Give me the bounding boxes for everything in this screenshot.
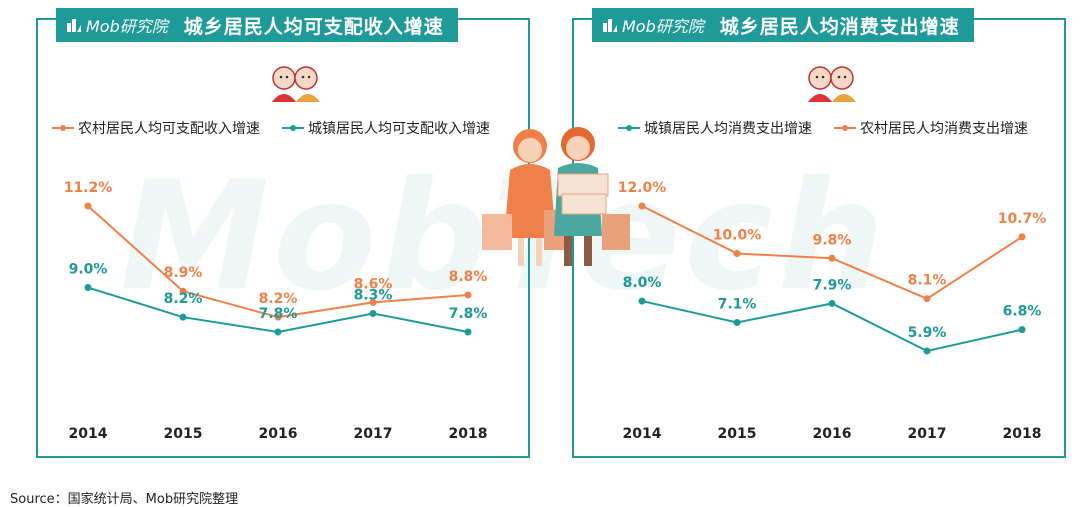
data-label: 8.3% [354,287,393,303]
data-point [179,287,187,295]
data-point [733,250,741,258]
panel-header: Mob研究院 城乡居民人均可支配收入增速 [56,8,458,42]
legend-label: 农村居民人均消费支出增速 [860,121,1028,137]
mob-logo-icon [67,19,81,32]
data-label: 8.1% [908,273,947,289]
data-point [1018,326,1026,334]
data-label: 10.7% [998,211,1047,227]
x-tick-label: 2014 [623,426,662,442]
source-note: Source：国家统计局、Mob研究院整理 [10,492,239,507]
data-label: 12.0% [618,180,667,196]
brand-text: Mob研究院 [86,17,168,36]
data-point [369,309,377,317]
legend-label: 农村居民人均可支配收入增速 [78,121,260,137]
data-point [84,284,92,292]
chart-title: 城乡居民人均消费支出增速 [719,15,960,38]
data-point [923,347,931,355]
legend-swatch [834,125,856,131]
x-tick-label: 2016 [813,426,852,442]
data-label: 8.6% [354,276,393,292]
data-label: 8.2% [259,291,298,307]
panel-header: Mob研究院 城乡居民人均消费支出增速 [592,8,974,42]
chart-title: 城乡居民人均可支配收入增速 [183,15,444,38]
x-tick-label: 2017 [908,426,947,442]
data-label: 5.9% [908,325,947,341]
x-tick-label: 2018 [1003,426,1042,442]
x-tick-label: 2015 [718,426,757,442]
series-line [641,300,1023,353]
couple-mascot-icon [808,66,856,102]
legend-item: 城镇居民人均消费支出增速 [618,118,812,138]
legend-swatch [282,125,304,131]
data-point [464,328,472,336]
data-point [923,295,931,303]
x-tick-label: 2018 [449,426,488,442]
legend-swatch [618,125,640,131]
income-line-chart: 11.2%8.9%8.2%8.6% 8.8%9.0%8.2%7.8%8.3%7.8… [64,180,488,442]
x-tick-label: 2015 [164,426,203,442]
consumption-growth-panel: Mob研究院 城乡居民人均消费支出增速 城镇居民人均消费支出增速 农村居民人均消… [572,8,1066,458]
data-label: 8.0% [623,275,662,291]
brand-text: Mob研究院 [622,17,704,36]
x-tick-label: 2014 [69,426,108,442]
shopping-couple-illustration [482,127,630,266]
data-point [464,291,472,299]
data-label: 9.8% [813,232,852,248]
data-point [274,313,282,321]
brand-logo: Mob研究院 [66,13,168,37]
data-point [274,328,282,336]
data-label: 7.8% [449,306,488,322]
data-label: 8.9% [164,265,203,281]
legend-label: 城镇居民人均消费支出增速 [644,121,812,137]
data-point [638,297,646,305]
x-tick-label: 2017 [354,426,393,442]
legend: 农村居民人均可支配收入增速 城镇居民人均可支配收入增速 [52,118,512,138]
data-point [369,298,377,306]
mob-logo-icon [603,19,617,32]
data-point [638,202,646,210]
data-label: 11.2% [64,180,113,196]
legend-item: 农村居民人均消费支出增速 [834,118,1028,138]
data-point [733,318,741,326]
data-point [1018,233,1026,241]
data-label: 7.9% [813,277,852,293]
data-label: 7.1% [718,296,757,312]
income-growth-panel: Mob研究院 城乡居民人均可支配收入增速 农村居民人均可支配收入增速 城镇居民人… [36,8,530,458]
data-label: 8.8% [449,269,488,285]
x-tick-label: 2016 [259,426,298,442]
consumption-line-chart: 8.0% 7.1% 7.9% 5.9% 6.8% 12.0% 10.0% 9.8% 8.1% 10… [618,180,1047,442]
data-point [828,299,836,307]
data-label: 7.8% [259,306,298,322]
data-label: 6.8% [1003,304,1042,320]
data-label: 10.0% [713,228,762,244]
legend-item: 农村居民人均可支配收入增速 [52,118,260,138]
legend-label: 城镇居民人均可支配收入增速 [308,121,490,137]
data-label: 9.0% [69,262,108,278]
brand-logo: Mob研究院 [602,13,704,37]
data-point [179,313,187,321]
legend-item: 城镇居民人均可支配收入增速 [282,118,490,138]
data-label: 8.2% [164,291,203,307]
legend: 城镇居民人均消费支出增速 农村居民人均消费支出增速 [618,118,1050,138]
legend-swatch [52,125,74,131]
data-point [84,202,92,210]
data-point [828,254,836,262]
couple-mascot-icon [272,66,320,102]
